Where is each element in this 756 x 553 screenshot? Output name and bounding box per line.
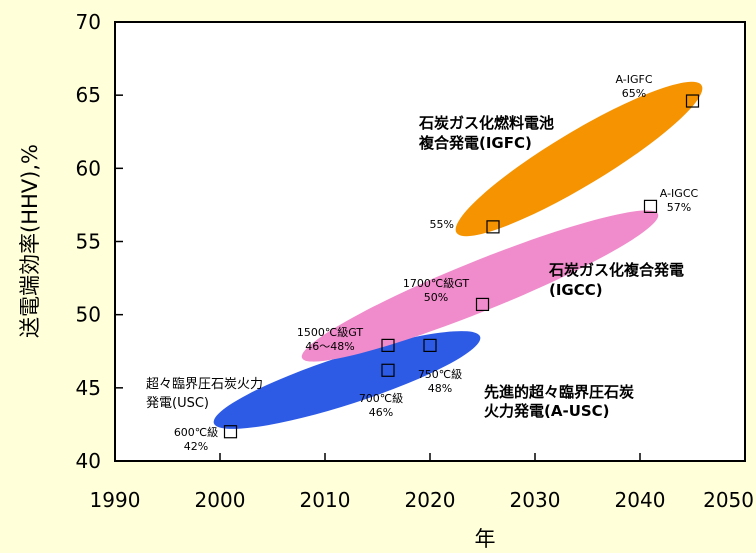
data-point-label: 1500℃級GT 46〜48%	[297, 326, 363, 353]
x-tick-label: 2030	[510, 488, 561, 512]
data-point-marker	[685, 94, 700, 108]
data-point-label: 55%	[430, 218, 454, 231]
y-tick-label: 50	[76, 303, 101, 327]
y-axis-label: 送電端効率(HHV),%	[18, 144, 42, 338]
igfc-region-label: 石炭ガス化燃料電池複合発電(IGFC)	[418, 114, 554, 152]
data-point-marker	[381, 363, 395, 377]
data-point-label: A-IGFC 65%	[615, 73, 652, 100]
x-tick-label: 1990	[90, 488, 141, 512]
data-point-label: A-IGCC 57%	[660, 187, 699, 214]
data-point-marker	[643, 199, 658, 213]
data-point-label: 600℃級 42%	[174, 426, 218, 453]
y-axis: 40 45 50 55 60 65 70	[76, 10, 123, 473]
technology-bands	[213, 81, 703, 429]
x-tick-label: 2000	[195, 488, 246, 512]
x-tick-label: 2010	[300, 488, 351, 512]
y-tick-label: 45	[76, 376, 101, 400]
x-tick-label: 2050	[703, 488, 754, 512]
data-point-marker	[486, 220, 500, 234]
x-tick-label: 2020	[405, 488, 456, 512]
x-tick-label: 2040	[615, 488, 666, 512]
plot-area	[114, 21, 746, 462]
usc-region-label: 超々臨界圧石炭火力発電(USC)	[146, 377, 263, 411]
data-point-marker	[223, 425, 238, 439]
y-tick-label: 40	[76, 449, 101, 473]
data-point-marker	[475, 297, 490, 312]
usc-ausc-band	[213, 331, 481, 429]
data-point-label: 1700℃級GT 50%	[403, 277, 469, 304]
y-tick-label: 60	[76, 156, 101, 180]
annotations: 石炭ガス化燃料電池複合発電(IGFC) 石炭ガス化複合発電(IGCC) 先進的超々臨…	[146, 73, 699, 453]
data-point-label: 750℃級 48%	[418, 368, 462, 395]
x-axis-label: 年	[475, 527, 496, 551]
y-tick-label: 55	[76, 230, 101, 254]
x-axis: 1990 2000 2010 2020 2030 2040 2050	[90, 453, 754, 512]
y-tick-label: 70	[76, 10, 101, 34]
data-point-marker	[381, 338, 395, 352]
data-point-marker	[423, 338, 437, 352]
ausc-region-label: 先進的超々臨界圧石炭火力発電(A-USC)	[484, 383, 634, 420]
data-points	[223, 94, 700, 439]
igfc-band	[455, 81, 703, 237]
data-point-label: 700℃級 46%	[359, 392, 403, 419]
y-tick-label: 65	[76, 83, 101, 107]
igcc-region-label: 石炭ガス化複合発電(IGCC)	[548, 261, 684, 299]
igcc-band	[301, 210, 659, 362]
